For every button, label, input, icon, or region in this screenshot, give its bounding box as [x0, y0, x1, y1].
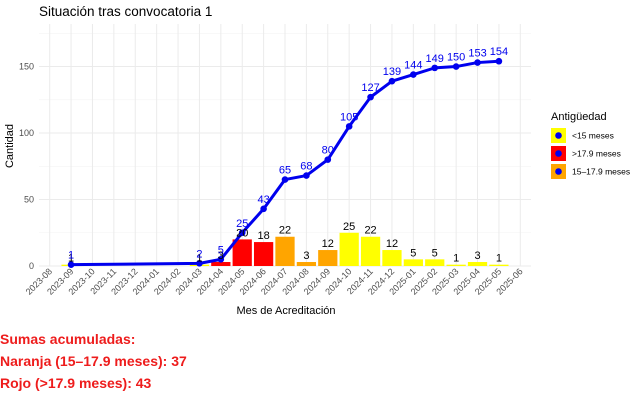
cumulative-value-label: 65: [279, 165, 291, 177]
cumulative-point: [345, 123, 353, 130]
x-axis-label: Mes de Acreditación: [236, 305, 335, 317]
cumulative-point: [238, 229, 246, 237]
bar-value-label: 18: [257, 230, 269, 242]
bar-value-label: 5: [410, 247, 416, 259]
bar: [425, 259, 445, 266]
cumulative-point: [260, 205, 267, 213]
grid: [39, 24, 531, 267]
cumulative-value-label: 68: [300, 161, 312, 173]
legend-title: Antigüedad: [551, 111, 607, 123]
summary-orange: Naranja (15–17.9 meses): 37: [0, 353, 187, 369]
bar: [211, 262, 231, 266]
cumulative-value-label: 105: [340, 111, 358, 123]
bar-value-label: 1: [453, 253, 459, 265]
cumulative-point: [452, 63, 460, 70]
bar-value-label: 12: [386, 238, 398, 250]
bar: [232, 239, 252, 266]
legend-key-point: [555, 132, 562, 139]
cumulative-value-label: 153: [468, 48, 486, 60]
chart-title: Situación tras convocatoria 1: [39, 4, 212, 19]
bar: [296, 262, 317, 266]
cumulative-line: [71, 59, 500, 267]
summary-red: Rojo (>17.9 meses): 43: [0, 375, 152, 391]
bar-value-label: 20: [236, 227, 248, 239]
cumulative-point: [410, 71, 417, 78]
legend-entry-label: <15 meses: [572, 131, 614, 141]
bar-value-label: 1: [496, 253, 502, 265]
cumulative-point: [431, 64, 439, 72]
cumulative-point: [67, 261, 75, 268]
legend-entry-label: 15–17.9 meses: [572, 167, 630, 177]
bar: [467, 262, 488, 266]
cumulative-value-label: 127: [361, 82, 379, 94]
cumulative-value-label: 149: [426, 53, 444, 65]
bar-value-label: 25: [343, 221, 355, 233]
y-tick-label: 50: [24, 195, 34, 205]
y-tick-label: 150: [19, 62, 34, 72]
cumulative-point: [196, 260, 203, 267]
bars: [61, 232, 509, 266]
cumulative-point: [388, 77, 396, 85]
cumulative-value-label: 2: [196, 248, 202, 260]
bar: [382, 250, 402, 266]
cumulative-value-label: 150: [447, 52, 465, 64]
bar-value-label: 5: [432, 247, 438, 259]
cumulative-point: [324, 156, 332, 163]
bar-value-label: 22: [364, 225, 376, 237]
legend-entry-label: >17.9 meses: [572, 149, 621, 159]
bar: [360, 236, 381, 266]
cumulative-value-label: 43: [257, 194, 269, 206]
cumulative-point: [303, 172, 310, 179]
legend-key-point: [555, 150, 562, 157]
bar: [339, 232, 359, 266]
bar-value-label: 3: [474, 250, 480, 262]
cumulative-point: [495, 57, 503, 65]
cumulative-point: [281, 176, 289, 183]
cumulative-point: [474, 59, 481, 66]
y-tick-label: 0: [29, 261, 34, 271]
summary-heading: Sumas acumuladas:: [0, 331, 136, 347]
cumulative-value-label: 25: [236, 218, 248, 230]
cumulative-value-label: 5: [218, 244, 224, 256]
cumulative-series: [67, 57, 503, 268]
bar: [489, 264, 509, 266]
cumulative-value-label: 80: [322, 145, 334, 157]
y-tick-label: 100: [19, 128, 34, 138]
bar: [275, 236, 295, 266]
cumulative-value-label: 144: [404, 60, 422, 72]
bar-value-label: 3: [303, 250, 309, 262]
legend: Antigüedad <15 meses >17.9 meses 15–17.9 m…: [551, 111, 630, 179]
bar: [253, 242, 274, 266]
bar: [318, 250, 338, 266]
cumulative-point: [217, 256, 225, 263]
cumulative-point: [367, 93, 374, 101]
bar-value-label: 1: [196, 253, 202, 265]
bar: [446, 264, 466, 266]
bar-value-label: 1: [68, 253, 74, 265]
bar-value-label: 12: [322, 238, 334, 250]
bar-value-label: 3: [218, 250, 224, 262]
cumulative-summary: Sumas acumuladas: Naranja (15–17.9 meses…: [0, 328, 187, 394]
cumulative-value-label: 139: [383, 66, 401, 78]
y-axis-label: Cantidad: [4, 124, 16, 168]
bar-value-label: 22: [279, 225, 291, 237]
cumulative-value-label: 154: [490, 46, 508, 58]
cumulative-value-label: 1: [68, 250, 74, 262]
legend-key-point: [555, 168, 562, 175]
bar: [403, 259, 423, 266]
